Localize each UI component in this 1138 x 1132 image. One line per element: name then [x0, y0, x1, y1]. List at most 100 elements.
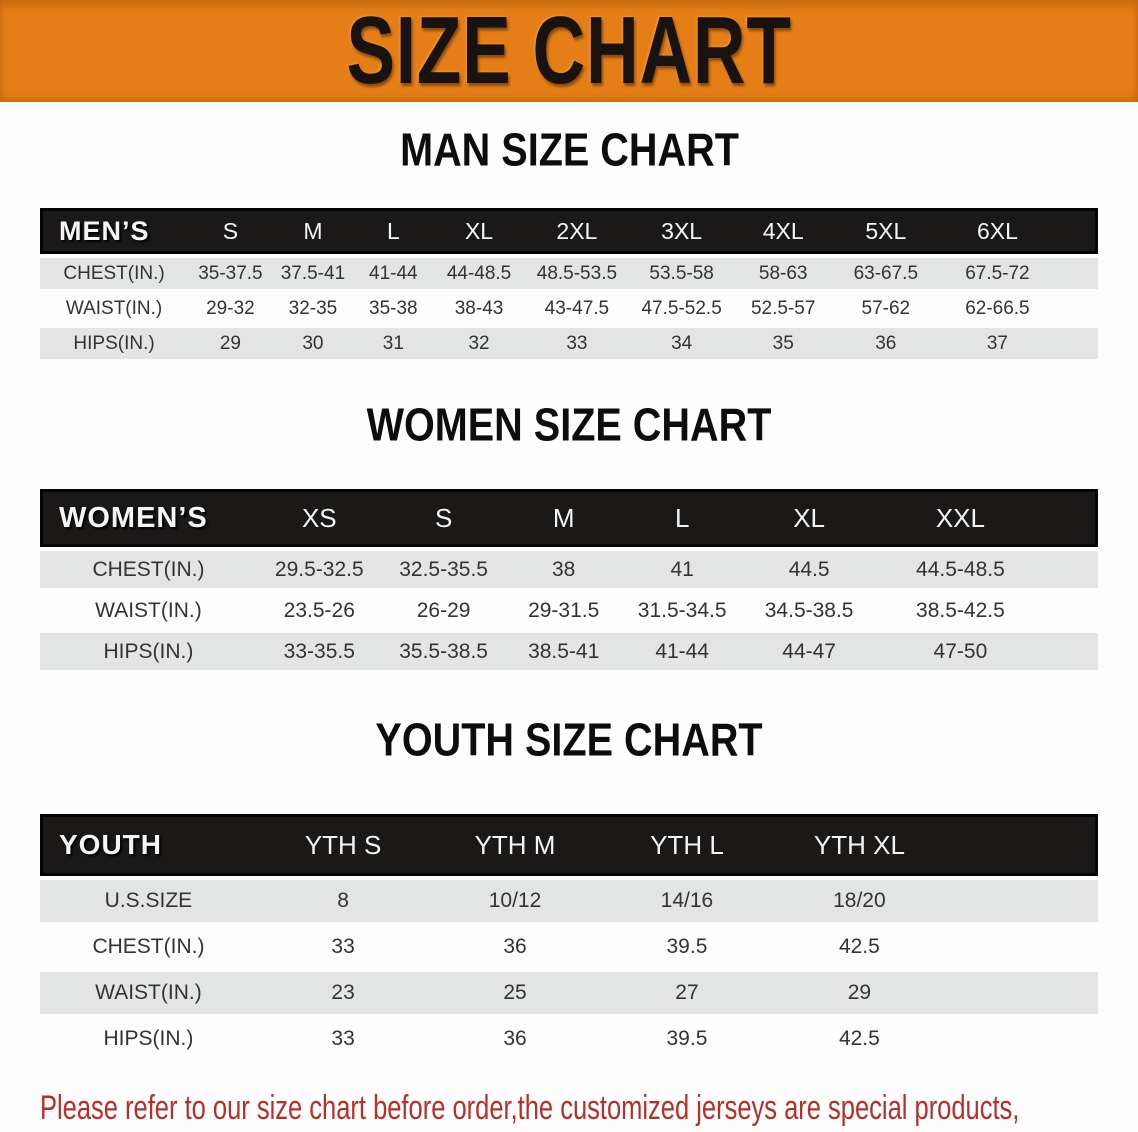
table-row: WAIST(IN.) 23.5-26 26-29 29-31.5 31.5-34.5 34… [40, 592, 1098, 629]
size-value: 43-47.5 [524, 293, 630, 324]
size-value: 35-37.5 [188, 258, 273, 289]
size-value: 32 [433, 328, 525, 359]
size-value: 32.5-35.5 [381, 551, 506, 588]
size-value: 36 [429, 926, 601, 968]
row-label: CHEST(IN.) [40, 926, 257, 968]
row-label: HIPS(IN.) [40, 328, 189, 359]
row-label: HIPS(IN.) [40, 1018, 257, 1060]
size-value: 57-62 [832, 293, 940, 324]
size-value: 37 [939, 328, 1056, 359]
row-spacer [945, 972, 1098, 1014]
size-column-header: M [272, 208, 354, 254]
men-header-row: MEN’S S M L XL 2XL 3XL 4XL 5XL 6XL [40, 208, 1098, 254]
row-label: WAIST(IN.) [40, 972, 257, 1014]
men-corner-label: MEN’S [40, 208, 189, 254]
size-value: 39.5 [600, 1018, 774, 1060]
table-row: WAIST(IN.) 29-32 32-35 35-38 38-43 43-47.5 47.… [40, 293, 1098, 324]
size-value: 38-43 [433, 293, 525, 324]
women-size-table: WOMEN’S XS S M L XL XXL CHEST(IN.) 29.5-32.5 32.5… [40, 485, 1098, 674]
size-column-header: S [188, 208, 273, 254]
size-value: 33 [256, 1018, 430, 1060]
size-value: 63-67.5 [832, 258, 940, 289]
size-value: 35-38 [353, 293, 434, 324]
size-value: 47-50 [875, 633, 1046, 670]
size-column-header: 5XL [832, 208, 940, 254]
row-label: WAIST(IN.) [40, 293, 189, 324]
size-value: 52.5-57 [734, 293, 833, 324]
size-value: 44-47 [742, 633, 876, 670]
size-value: 29 [773, 972, 946, 1014]
size-value: 33 [256, 926, 430, 968]
size-value: 44-48.5 [433, 258, 525, 289]
size-column-header: YTH S [256, 814, 430, 876]
table-row: WAIST(IN.) 23 25 27 29 [40, 972, 1098, 1014]
table-row: U.S.SIZE 8 10/12 14/16 18/20 [40, 880, 1098, 922]
size-column-header: S [381, 489, 506, 547]
row-spacer [1045, 633, 1098, 670]
size-column-header: M [505, 489, 622, 547]
size-value: 53.5-58 [629, 258, 734, 289]
table-row: CHEST(IN.) 29.5-32.5 32.5-35.5 38 41 44.5 44.5… [40, 551, 1098, 588]
size-value: 34.5-38.5 [742, 592, 876, 629]
size-column-header: 3XL [629, 208, 734, 254]
size-value: 35.5-38.5 [381, 633, 506, 670]
size-column-header: 6XL [939, 208, 1056, 254]
size-column-header: XS [256, 489, 382, 547]
row-label: U.S.SIZE [40, 880, 257, 922]
size-value: 31 [353, 328, 434, 359]
size-value: 33-35.5 [256, 633, 382, 670]
size-value: 38 [505, 551, 622, 588]
row-label: HIPS(IN.) [40, 633, 257, 670]
size-value: 36 [429, 1018, 601, 1060]
size-value: 41-44 [353, 258, 434, 289]
size-value: 27 [600, 972, 774, 1014]
row-spacer [1055, 328, 1098, 359]
disclaimer: Please refer to our size chart before or… [40, 1084, 1138, 1132]
size-value: 25 [429, 972, 601, 1014]
size-value: 38.5-42.5 [875, 592, 1046, 629]
size-value: 42.5 [773, 926, 946, 968]
size-value: 39.5 [600, 926, 774, 968]
size-value: 18/20 [773, 880, 946, 922]
size-value: 36 [832, 328, 940, 359]
size-value: 29.5-32.5 [256, 551, 382, 588]
women-section-heading: WOMEN SIZE CHART [0, 397, 1138, 459]
women-header-row: WOMEN’S XS S M L XL XXL [40, 489, 1098, 547]
size-value: 44.5-48.5 [875, 551, 1046, 588]
size-value: 35 [734, 328, 833, 359]
size-value: 41 [621, 551, 743, 588]
disclaimer-line-1: Please refer to our size chart before or… [40, 1089, 1020, 1127]
table-row: CHEST(IN.) 33 36 39.5 42.5 [40, 926, 1098, 968]
size-column-header: 2XL [524, 208, 630, 254]
size-value: 34 [629, 328, 734, 359]
header-spacer [1055, 208, 1098, 254]
row-spacer [945, 1018, 1098, 1060]
men-section-heading-text: MAN SIZE CHART [399, 122, 739, 176]
size-value: 33 [524, 328, 630, 359]
size-value: 8 [256, 880, 430, 922]
size-value: 42.5 [773, 1018, 946, 1060]
size-value: 48.5-53.5 [524, 258, 630, 289]
header-spacer [1045, 489, 1098, 547]
row-spacer [1045, 551, 1098, 588]
size-value: 38.5-41 [505, 633, 622, 670]
size-value: 62-66.5 [939, 293, 1056, 324]
table-row: CHEST(IN.) 35-37.5 37.5-41 41-44 44-48.5 48.5… [40, 258, 1098, 289]
row-spacer [1045, 592, 1098, 629]
size-value: 26-29 [381, 592, 506, 629]
row-spacer [1055, 293, 1098, 324]
men-section-heading: MAN SIZE CHART [0, 122, 1138, 184]
row-spacer [945, 880, 1098, 922]
size-value: 44.5 [742, 551, 876, 588]
size-column-header: XL [742, 489, 876, 547]
size-column-header: YTH M [429, 814, 601, 876]
size-column-header: XXL [875, 489, 1046, 547]
size-value: 30 [272, 328, 354, 359]
row-label: CHEST(IN.) [40, 551, 257, 588]
row-spacer [1055, 258, 1098, 289]
size-column-header: YTH L [600, 814, 774, 876]
size-value: 31.5-34.5 [621, 592, 743, 629]
women-section-heading-text: WOMEN SIZE CHART [366, 397, 772, 451]
youth-corner-label: YOUTH [40, 814, 257, 876]
youth-size-table: YOUTH YTH S YTH M YTH L YTH XL U.S.SIZE 8 10/12… [40, 810, 1098, 1064]
